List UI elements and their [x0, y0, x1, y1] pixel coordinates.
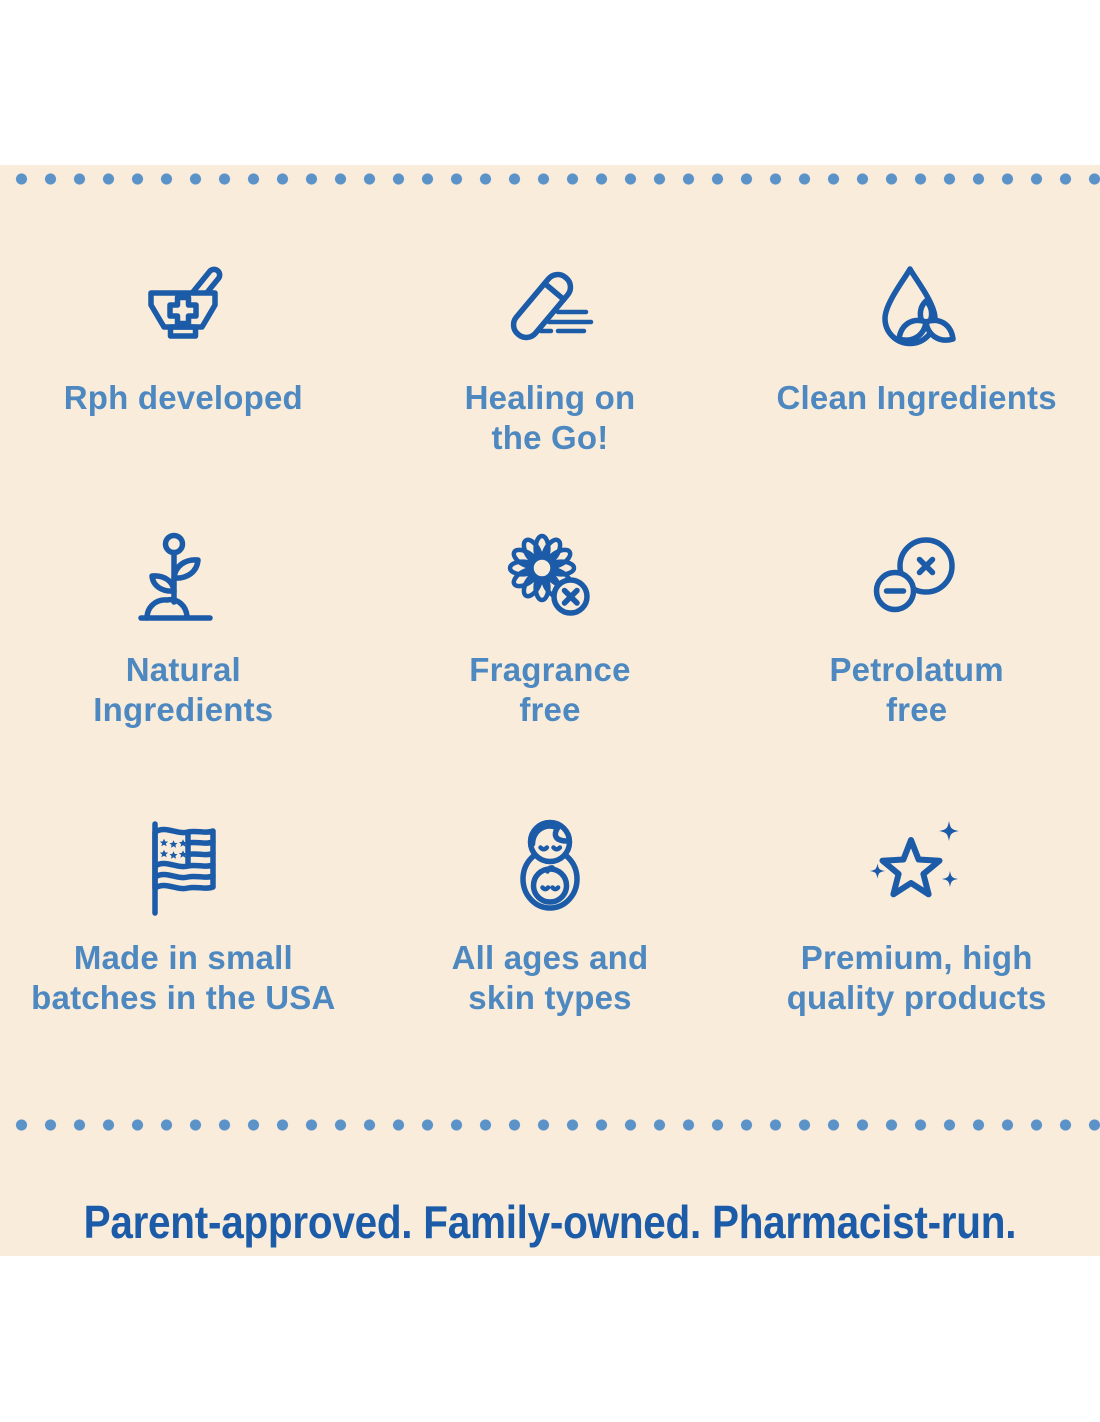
feature-item: Made in small batches in the USA	[0, 790, 367, 1100]
feature-label: Premium, high quality products	[786, 939, 1047, 1017]
feature-label: All ages and skin types	[451, 939, 649, 1017]
lip-balm-icon	[498, 256, 602, 360]
tagline-text: Parent-approved. Family-owned. Pharmacis…	[83, 1196, 1017, 1248]
feature-label: Made in small batches in the USA	[31, 939, 336, 1017]
dotted-divider-top	[0, 173, 1100, 185]
tagline: Parent-approved. Family-owned. Pharmacis…	[0, 1195, 1100, 1249]
flower-crossed-icon	[498, 528, 602, 632]
droplet-leaves-icon	[865, 256, 969, 360]
usa-flag-icon	[131, 816, 235, 920]
feature-label: Petrolatum free	[829, 651, 1004, 729]
mortar-pestle-icon	[131, 256, 235, 360]
feature-item: Natural Ingredients	[0, 502, 367, 790]
features-grid: Rph developed Healing on the Go!	[0, 230, 1100, 1100]
feature-item: Fragrance free	[367, 502, 734, 790]
feature-label: Fragrance free	[469, 651, 631, 729]
feature-label: Healing on the Go!	[464, 379, 636, 457]
feature-item: Premium, high quality products	[733, 790, 1100, 1100]
circles-minus-x-icon	[865, 528, 969, 632]
star-sparkles-icon	[865, 816, 969, 920]
sprout-icon	[131, 528, 235, 632]
feature-item: Petrolatum free	[733, 502, 1100, 790]
feature-item: Clean Ingredients	[733, 230, 1100, 502]
features-panel: Rph developed Healing on the Go!	[0, 165, 1100, 1256]
feature-item: Rph developed	[0, 230, 367, 502]
feature-label: Rph developed	[63, 379, 303, 416]
mother-baby-icon	[498, 816, 602, 920]
dotted-divider-bottom	[0, 1119, 1100, 1131]
feature-item: Healing on the Go!	[367, 230, 734, 502]
feature-label: Clean Ingredients	[776, 379, 1057, 416]
feature-label: Natural Ingredients	[93, 651, 274, 729]
feature-item: All ages and skin types	[367, 790, 734, 1100]
